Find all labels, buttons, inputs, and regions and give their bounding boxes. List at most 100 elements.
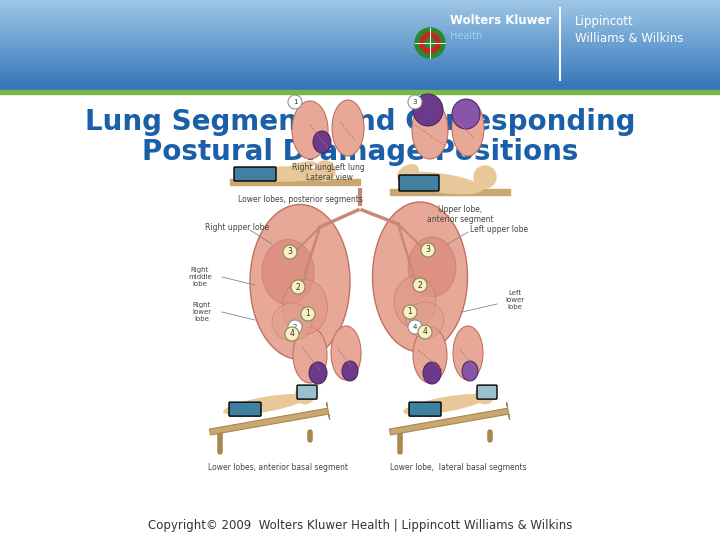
- Text: Postural Drainage Positions: Postural Drainage Positions: [142, 138, 578, 166]
- Bar: [0, 58, 720, 59]
- Bar: [0, 57, 720, 58]
- Bar: [0, 59, 720, 60]
- Ellipse shape: [286, 162, 315, 172]
- Bar: [0, 53, 720, 55]
- Text: 2: 2: [293, 324, 297, 330]
- FancyBboxPatch shape: [234, 167, 276, 181]
- Bar: [0, 26, 720, 28]
- Ellipse shape: [313, 131, 331, 153]
- Bar: [0, 82, 720, 83]
- Bar: [0, 32, 720, 33]
- Bar: [0, 35, 720, 36]
- Bar: [0, 48, 720, 50]
- Bar: [0, 72, 720, 74]
- Bar: [0, 85, 720, 86]
- Bar: [0, 83, 720, 84]
- Text: 1: 1: [305, 309, 310, 319]
- Text: 1: 1: [408, 307, 413, 316]
- Text: Lippincott: Lippincott: [575, 16, 634, 29]
- FancyBboxPatch shape: [399, 175, 439, 191]
- Bar: [0, 67, 720, 69]
- Bar: [0, 12, 720, 14]
- Bar: [0, 38, 720, 39]
- Circle shape: [315, 161, 335, 181]
- Bar: [0, 65, 720, 66]
- Bar: [0, 37, 720, 38]
- Bar: [0, 8, 720, 9]
- Ellipse shape: [282, 280, 328, 334]
- Circle shape: [420, 33, 440, 53]
- Circle shape: [295, 384, 315, 404]
- Ellipse shape: [462, 361, 478, 381]
- Text: 2: 2: [418, 280, 423, 289]
- Bar: [0, 56, 720, 57]
- Bar: [390, 189, 510, 195]
- Bar: [0, 40, 720, 42]
- Bar: [0, 87, 720, 89]
- Bar: [0, 62, 720, 63]
- Bar: [0, 31, 720, 32]
- Bar: [0, 76, 720, 78]
- Bar: [0, 55, 720, 56]
- Bar: [0, 39, 720, 40]
- Bar: [0, 17, 720, 19]
- Bar: [0, 77, 720, 79]
- Text: Left lung: Left lung: [331, 164, 365, 172]
- Text: Right upper lobe: Right upper lobe: [205, 222, 269, 232]
- Bar: [0, 21, 720, 23]
- Ellipse shape: [331, 326, 361, 380]
- Bar: [0, 36, 720, 37]
- Bar: [0, 43, 720, 45]
- Circle shape: [421, 243, 435, 257]
- Text: 4: 4: [413, 324, 417, 330]
- Text: 3: 3: [287, 247, 292, 256]
- Bar: [0, 68, 720, 70]
- Text: Williams & Wilkins: Williams & Wilkins: [575, 31, 683, 44]
- Text: Health: Health: [450, 31, 482, 41]
- Ellipse shape: [250, 205, 350, 360]
- Ellipse shape: [332, 100, 364, 156]
- Bar: [0, 2, 720, 3]
- Ellipse shape: [342, 361, 358, 381]
- Text: 4: 4: [423, 327, 428, 336]
- Bar: [0, 9, 720, 10]
- Bar: [0, 45, 720, 47]
- Bar: [0, 52, 720, 54]
- FancyArrow shape: [210, 402, 330, 435]
- FancyBboxPatch shape: [409, 402, 441, 416]
- Bar: [0, 49, 720, 51]
- Text: anterior segment: anterior segment: [427, 215, 493, 225]
- Ellipse shape: [452, 100, 484, 156]
- Text: Right
middle
lobe: Right middle lobe: [188, 267, 212, 287]
- Bar: [0, 15, 720, 17]
- Text: Right lung: Right lung: [292, 164, 332, 172]
- Bar: [0, 84, 720, 85]
- Bar: [0, 47, 720, 49]
- Ellipse shape: [372, 202, 467, 352]
- Ellipse shape: [423, 362, 441, 384]
- Bar: [0, 10, 720, 11]
- Circle shape: [408, 95, 422, 109]
- Ellipse shape: [452, 99, 480, 129]
- Bar: [0, 5, 720, 6]
- FancyArrow shape: [390, 402, 510, 435]
- Text: Lower lobes, posterior segments: Lower lobes, posterior segments: [238, 195, 362, 205]
- Bar: [0, 70, 720, 72]
- Bar: [0, 11, 720, 12]
- Circle shape: [288, 95, 302, 109]
- Bar: [0, 16, 720, 18]
- Bar: [0, 90, 720, 94]
- Bar: [0, 41, 720, 43]
- Ellipse shape: [394, 276, 436, 328]
- Text: Left
lower
lobe: Left lower lobe: [505, 290, 525, 310]
- Text: 3: 3: [426, 246, 431, 254]
- Bar: [230, 179, 360, 185]
- Text: Wolters Kluwer: Wolters Kluwer: [450, 14, 552, 26]
- Circle shape: [403, 305, 417, 319]
- Text: Upper lobe,: Upper lobe,: [438, 206, 482, 214]
- Ellipse shape: [262, 240, 314, 305]
- Ellipse shape: [453, 326, 483, 380]
- Bar: [0, 0, 720, 1]
- Text: 3: 3: [413, 99, 418, 105]
- Circle shape: [418, 325, 432, 339]
